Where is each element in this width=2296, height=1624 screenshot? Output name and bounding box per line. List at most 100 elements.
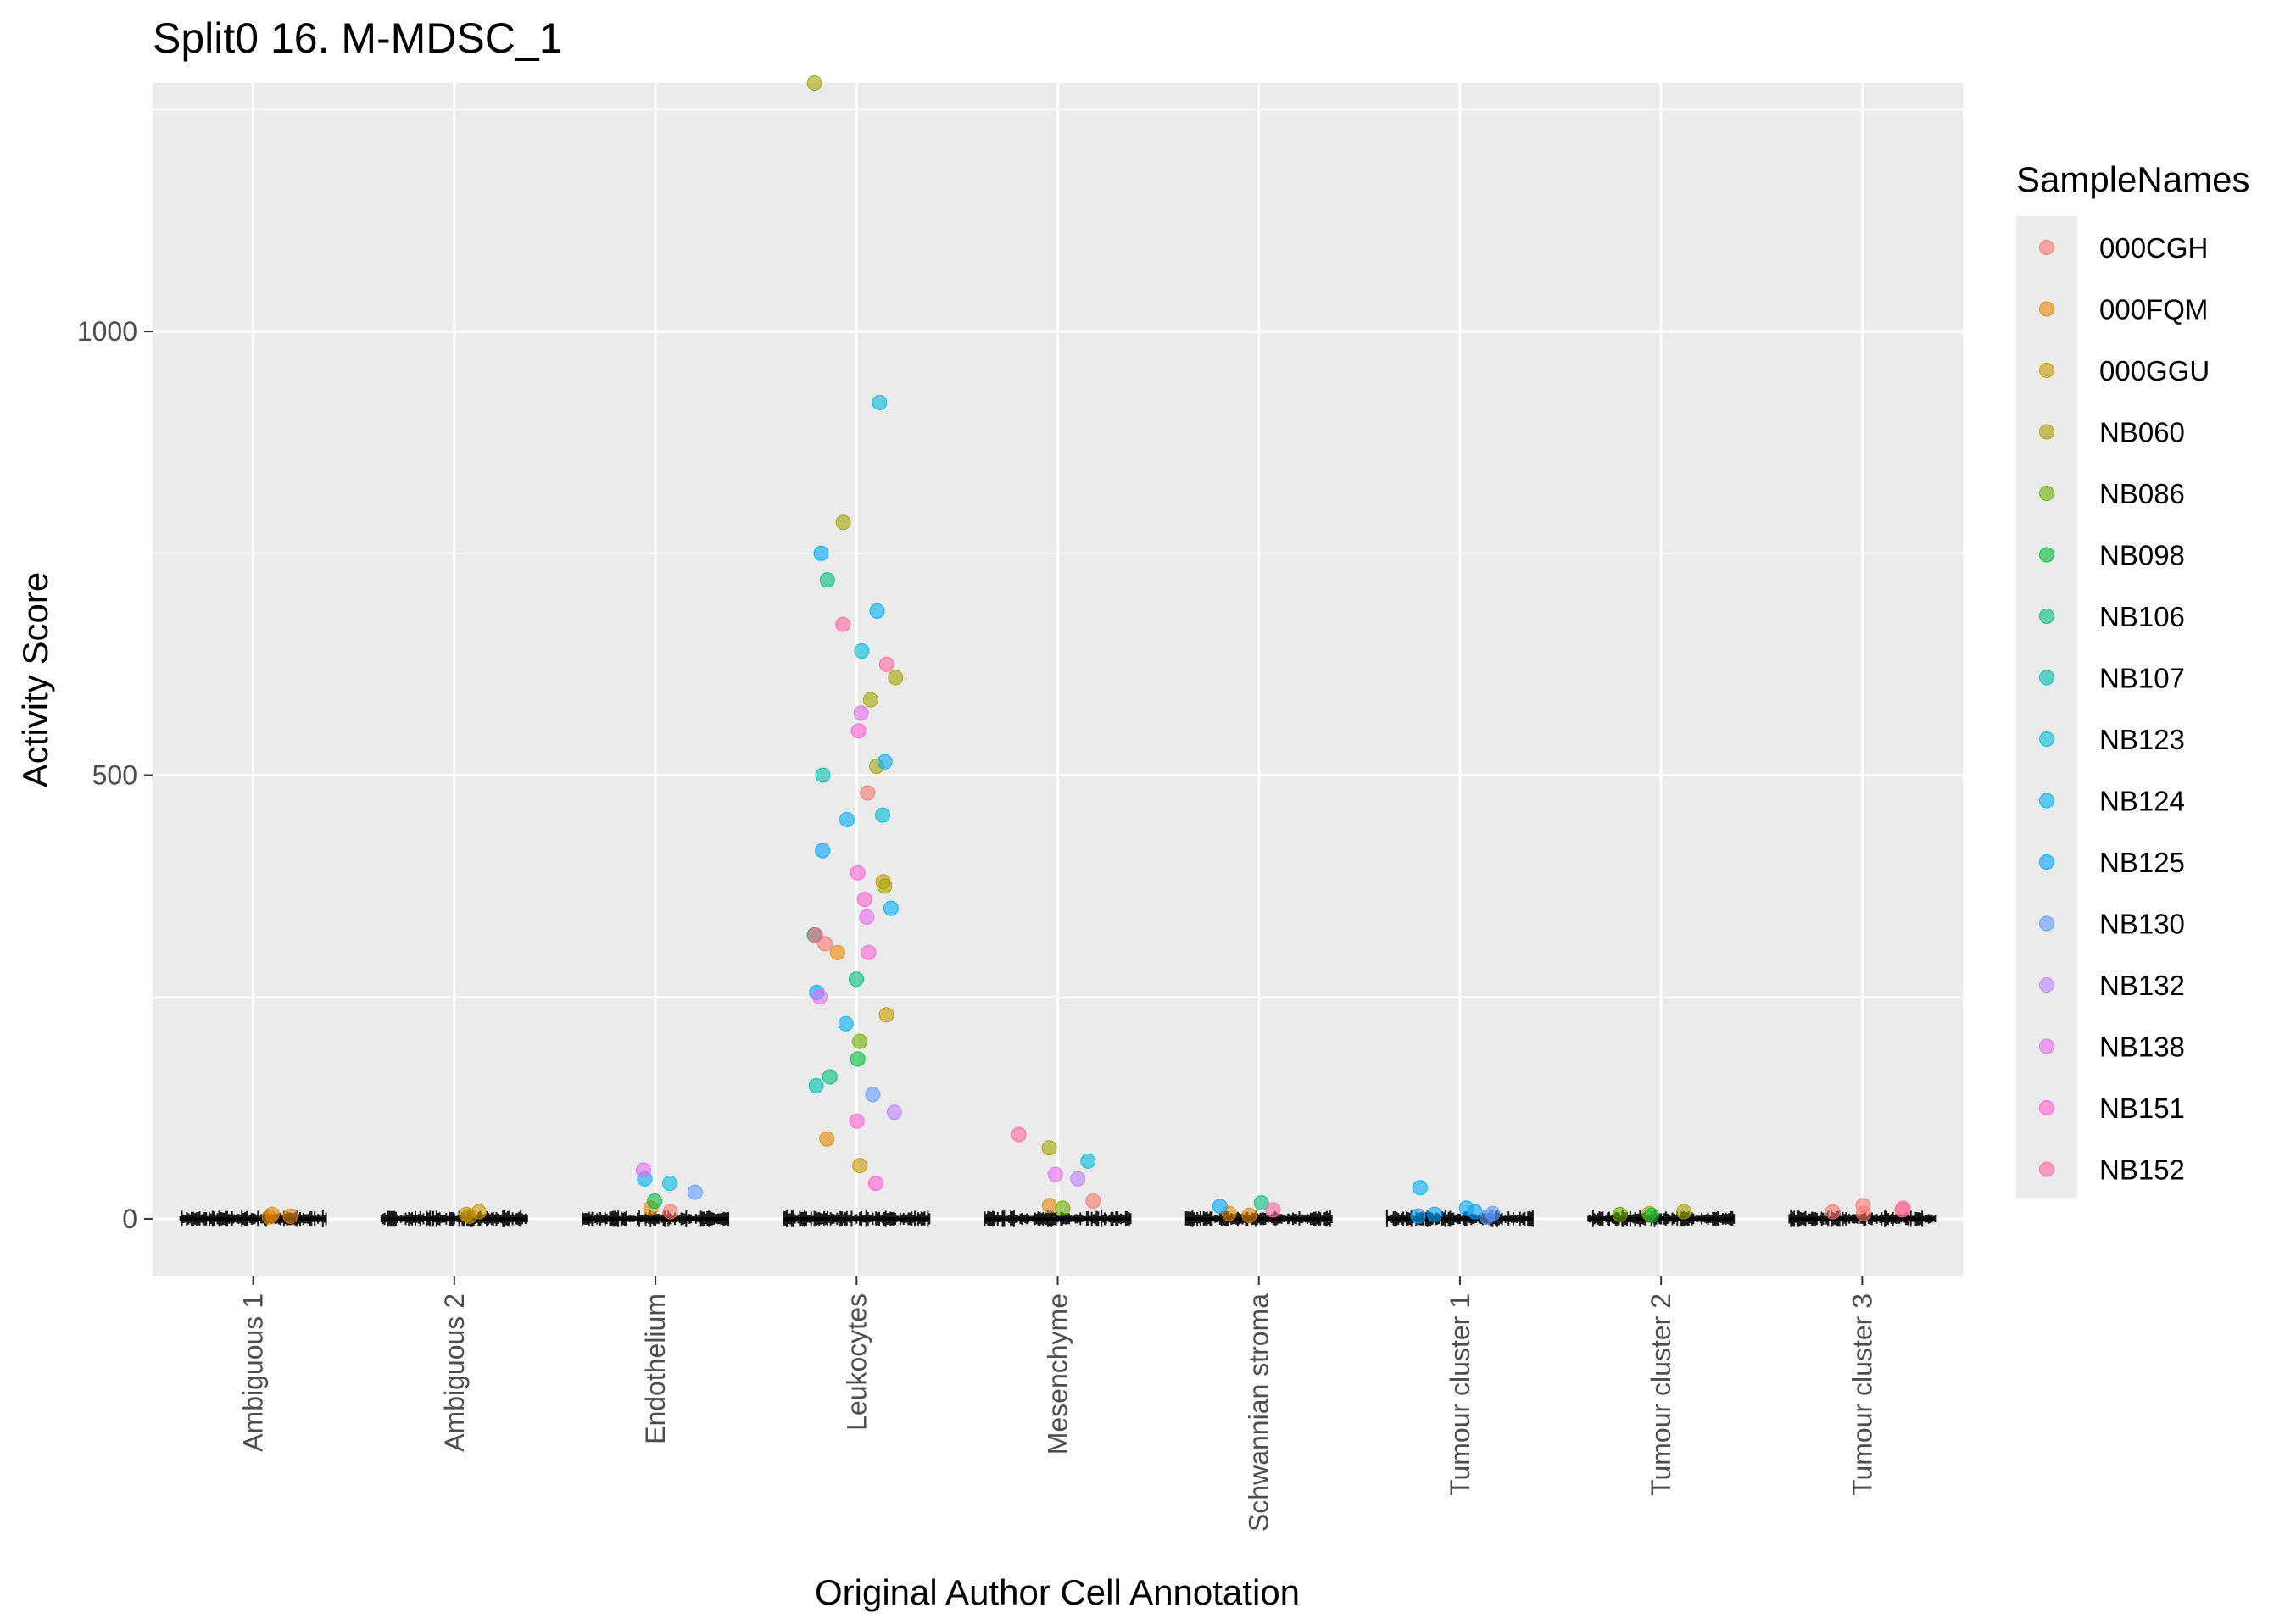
data-point — [1676, 1204, 1691, 1220]
x-tick-label: Ambiguous 2 — [439, 1293, 470, 1452]
data-point — [839, 811, 855, 827]
baseline-density — [582, 1210, 730, 1227]
data-point — [1427, 1206, 1442, 1222]
legend-key — [2039, 363, 2054, 378]
data-point — [647, 1193, 663, 1209]
legend-key — [2039, 854, 2054, 870]
data-point — [261, 1209, 277, 1225]
data-point — [815, 767, 831, 783]
x-tick-label: Endothelium — [640, 1293, 671, 1444]
legend-label: NB132 — [2099, 970, 2185, 1001]
legend-key — [2039, 486, 2054, 501]
data-point — [1041, 1140, 1057, 1156]
legend-label: NB138 — [2099, 1032, 2185, 1063]
data-point — [1085, 1193, 1101, 1209]
data-point — [878, 656, 894, 672]
data-point — [888, 670, 904, 686]
x-tick-label: Leukocytes — [841, 1293, 872, 1431]
data-point — [461, 1208, 477, 1224]
data-point — [1412, 1180, 1428, 1196]
data-point — [850, 1051, 866, 1067]
data-point — [861, 944, 877, 960]
data-point — [875, 807, 890, 823]
legend-label: NB152 — [2099, 1154, 2185, 1186]
legend-key — [2039, 547, 2054, 563]
data-point — [819, 572, 835, 588]
legend: SampleNames 000CGH 000FQM 000GGU NB060 NB086… — [2016, 159, 2249, 1198]
data-point — [856, 892, 872, 908]
data-point — [1265, 1202, 1281, 1218]
data-point — [1070, 1171, 1086, 1187]
data-point — [687, 1184, 703, 1200]
legend-label: NB106 — [2099, 601, 2185, 632]
x-tick-label: Tumour cluster 3 — [1847, 1293, 1877, 1496]
data-point — [838, 1015, 854, 1032]
legend-key-background — [2016, 216, 2077, 1198]
legend-label: NB130 — [2099, 909, 2185, 940]
data-point — [813, 545, 829, 561]
point-layer — [261, 75, 1911, 1225]
data-point — [815, 843, 831, 859]
data-point — [1253, 1195, 1269, 1211]
data-point — [849, 1113, 865, 1129]
data-point — [661, 1176, 677, 1192]
legend-label: NB124 — [2099, 786, 2185, 817]
data-point — [1643, 1207, 1659, 1223]
y-tick-label: 0 — [122, 1204, 137, 1234]
grid-layer — [153, 83, 1963, 1276]
data-point — [282, 1208, 298, 1224]
data-point — [1047, 1166, 1063, 1182]
data-point — [1825, 1204, 1841, 1220]
legend-key — [2039, 731, 2054, 747]
legend-label: NB123 — [2099, 724, 2185, 755]
data-point — [869, 603, 885, 619]
data-point — [859, 909, 875, 925]
data-point — [819, 1131, 835, 1147]
data-point — [1612, 1206, 1628, 1222]
data-point — [862, 692, 878, 708]
legend-key — [2039, 301, 2054, 317]
baseline-density — [984, 1210, 1132, 1227]
legend-key — [2039, 670, 2054, 686]
x-tick-label: Tumour cluster 2 — [1646, 1293, 1676, 1496]
axis-layer: 0 500 1000 Ambiguous 1 Ambiguous 2 Endotheliu… — [77, 316, 1878, 1532]
data-point — [867, 1176, 883, 1192]
data-point — [1011, 1126, 1027, 1143]
data-point — [852, 1033, 867, 1049]
data-point — [635, 1162, 651, 1178]
x-tick-label: Tumour cluster 1 — [1445, 1293, 1475, 1496]
legend-label: NB107 — [2099, 663, 2185, 694]
legend-label: NB098 — [2099, 540, 2185, 571]
data-point — [865, 1087, 881, 1103]
data-point — [1895, 1200, 1911, 1216]
data-point — [877, 754, 893, 770]
data-point — [807, 927, 823, 943]
data-point — [853, 705, 869, 721]
legend-key — [2039, 1161, 2054, 1177]
data-point — [878, 1007, 894, 1023]
data-point — [850, 865, 866, 881]
legend-key — [2039, 915, 2054, 932]
data-point — [877, 878, 893, 894]
x-axis-title: Original Author Cell Annotation — [815, 1572, 1300, 1612]
data-point — [835, 514, 851, 531]
data-point — [852, 1158, 868, 1174]
chart-title: Split0 16. M-MDSC_1 — [153, 14, 563, 62]
legend-label: NB060 — [2099, 417, 2185, 448]
y-tick-label: 500 — [92, 760, 137, 791]
data-point — [1479, 1209, 1495, 1225]
x-tick-label: Schwannian stroma — [1244, 1293, 1274, 1532]
legend-key — [2039, 609, 2054, 624]
legend-label: 000CGH — [2099, 232, 2208, 264]
legend-title: SampleNames — [2016, 159, 2249, 199]
legend-key — [2039, 240, 2054, 255]
data-point — [1212, 1199, 1228, 1215]
y-tick-label: 1000 — [77, 316, 137, 347]
legend-label: 000FQM — [2099, 294, 2208, 325]
data-point — [808, 1077, 824, 1093]
y-axis-title: Activity Score — [15, 572, 55, 787]
legend-key — [2039, 793, 2054, 809]
baseline-density — [783, 1210, 931, 1227]
data-point — [1241, 1207, 1257, 1223]
data-point — [886, 1104, 902, 1121]
